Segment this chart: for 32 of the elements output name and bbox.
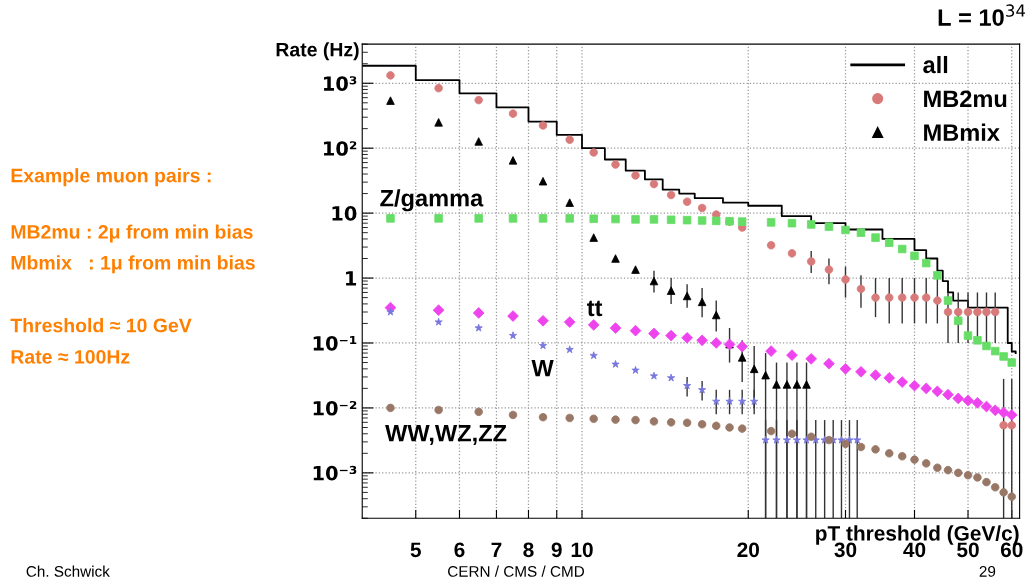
series-label: Z/gamma: [380, 189, 484, 212]
text: Threshold ≈ 10 GeV: [10, 318, 192, 333]
x-tick-label: 40: [903, 542, 926, 558]
x-tick-label: 9: [551, 542, 562, 558]
text: L = 10$^{34}$: [938, 4, 1026, 26]
y-tick-label: 1: [346, 271, 357, 286]
y-tick-label: 10: [332, 206, 357, 221]
y-tick-label: 10³: [323, 76, 357, 91]
text: MB2mu : 2μ from min bias: [11, 224, 253, 243]
y-tick-label: 10⁻³: [313, 465, 357, 481]
text: Mbmix : 1μ from min bias: [11, 255, 255, 274]
legend-label: MBmix: [924, 123, 1000, 141]
y-tick-label: 10⁻¹: [313, 335, 357, 351]
x-tick-label: 10: [571, 542, 593, 558]
legend-label: MB2mu: [924, 90, 1007, 108]
text: Ch. Schwick: [26, 565, 110, 577]
series-label: tt: [587, 300, 603, 317]
x-tick-label: 5: [410, 542, 421, 558]
x-tick-label: 6: [454, 542, 465, 558]
y-tick-label: 10⁻²: [313, 400, 357, 416]
text: Rate ≈ 100Hz: [11, 349, 130, 364]
text: 29: [979, 566, 996, 577]
text: Example muon pairs :: [11, 168, 211, 187]
series-label: W: [531, 359, 554, 377]
series-label: WW,WZ,ZZ: [385, 425, 507, 445]
x-tick-label: 20: [737, 542, 759, 558]
legend-label: all: [923, 55, 948, 74]
y-axis-title: Rate (Hz): [276, 42, 359, 61]
x-tick-label: 8: [523, 542, 534, 558]
y-tick-label: 10²: [323, 141, 357, 156]
text: CERN / CMS / CMD: [448, 565, 585, 577]
x-tick-label: 7: [491, 542, 502, 557]
